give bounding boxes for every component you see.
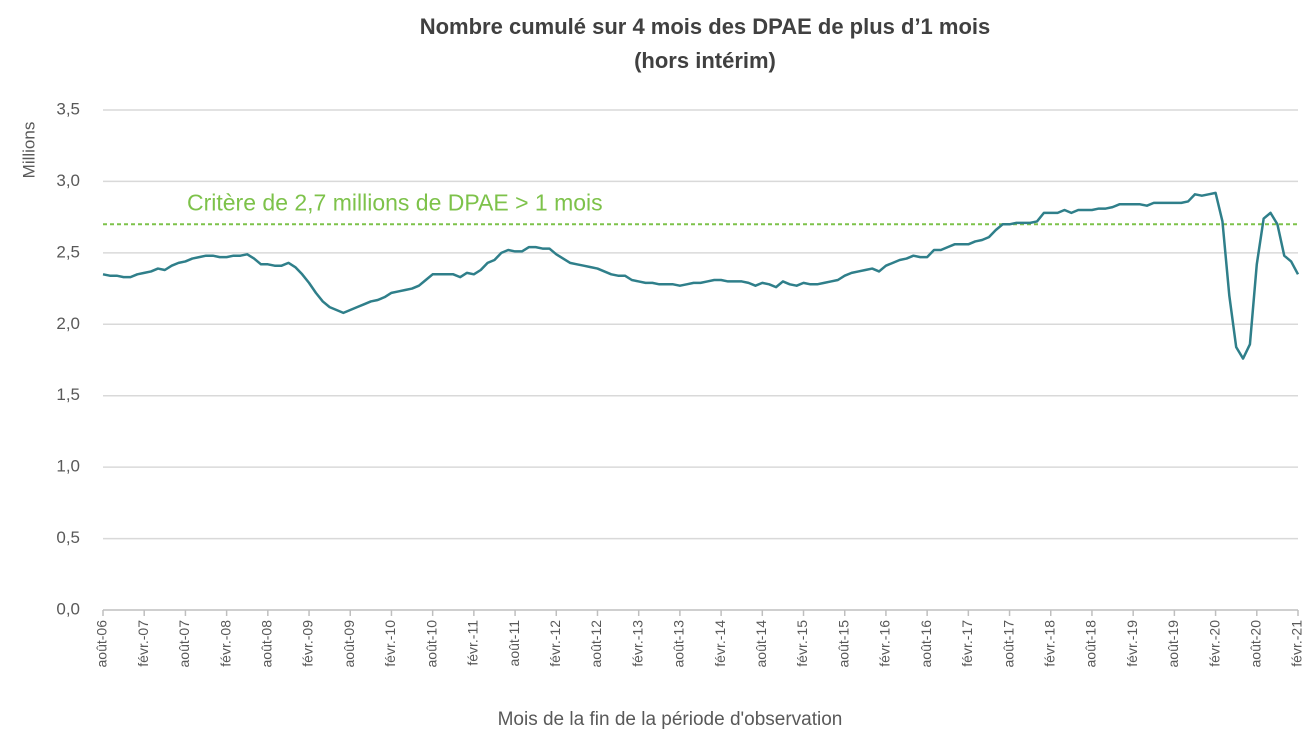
x-tick-label: août-06 bbox=[94, 620, 110, 668]
y-tick-label: 2,0 bbox=[56, 314, 80, 333]
x-tick-label: févr.-09 bbox=[300, 620, 316, 667]
x-tick-label: févr.-13 bbox=[629, 620, 645, 667]
chart-title: Nombre cumulé sur 4 mois des DPAE de plu… bbox=[420, 14, 991, 39]
x-tick-label: août-08 bbox=[259, 620, 275, 668]
x-tick-label: févr.-10 bbox=[382, 620, 398, 667]
x-tick-label: août-17 bbox=[1000, 620, 1016, 668]
y-tick-label: 3,0 bbox=[56, 171, 80, 190]
y-axis-label: Millions bbox=[19, 122, 38, 179]
data-line bbox=[102, 191, 1300, 360]
x-tick-label: août-09 bbox=[341, 620, 357, 668]
y-tick-label: 1,0 bbox=[56, 457, 80, 476]
x-tick-label: févr.-20 bbox=[1206, 620, 1222, 667]
x-axis-label: Mois de la fin de la période d'observati… bbox=[498, 709, 843, 730]
chart-title: (hors intérim) bbox=[634, 48, 776, 73]
x-tick-label: févr.-19 bbox=[1124, 620, 1140, 667]
y-tick-label: 3,5 bbox=[56, 99, 80, 118]
x-tick-label: août-20 bbox=[1247, 620, 1263, 668]
reference-label: Critère de 2,7 millions de DPAE > 1 mois bbox=[187, 189, 603, 215]
x-tick-label: févr.-18 bbox=[1041, 620, 1057, 667]
x-tick-label: févr.-11 bbox=[465, 620, 481, 666]
x-tick-label: févr.-14 bbox=[712, 620, 728, 667]
x-tick-label: août-11 bbox=[506, 620, 522, 667]
x-tick-label: févr.-16 bbox=[877, 620, 893, 667]
x-tick-label: févr.-07 bbox=[135, 620, 151, 667]
x-tick-label: août-16 bbox=[918, 620, 934, 668]
x-tick-label: févr.-08 bbox=[217, 620, 233, 667]
x-tick-label: févr.-12 bbox=[547, 620, 563, 667]
x-tick-label: août-14 bbox=[753, 620, 769, 668]
x-tick-label: août-13 bbox=[671, 620, 687, 668]
x-tick-label: févr.-21 bbox=[1289, 620, 1305, 667]
x-tick-label: août-15 bbox=[835, 620, 851, 668]
x-tick-label: août-19 bbox=[1165, 620, 1181, 668]
y-tick-label: 0,5 bbox=[56, 528, 80, 547]
x-tick-label: août-18 bbox=[1083, 620, 1099, 668]
y-tick-label: 0,0 bbox=[56, 599, 80, 618]
x-tick-label: août-10 bbox=[423, 620, 439, 668]
x-tick-label: févr.-17 bbox=[959, 620, 975, 667]
y-tick-label: 2,5 bbox=[56, 242, 80, 261]
x-tick-label: août-12 bbox=[588, 620, 604, 668]
x-tick-label: août-07 bbox=[176, 620, 192, 668]
y-tick-label: 1,5 bbox=[56, 385, 80, 404]
x-tick-label: févr.-15 bbox=[794, 620, 810, 667]
